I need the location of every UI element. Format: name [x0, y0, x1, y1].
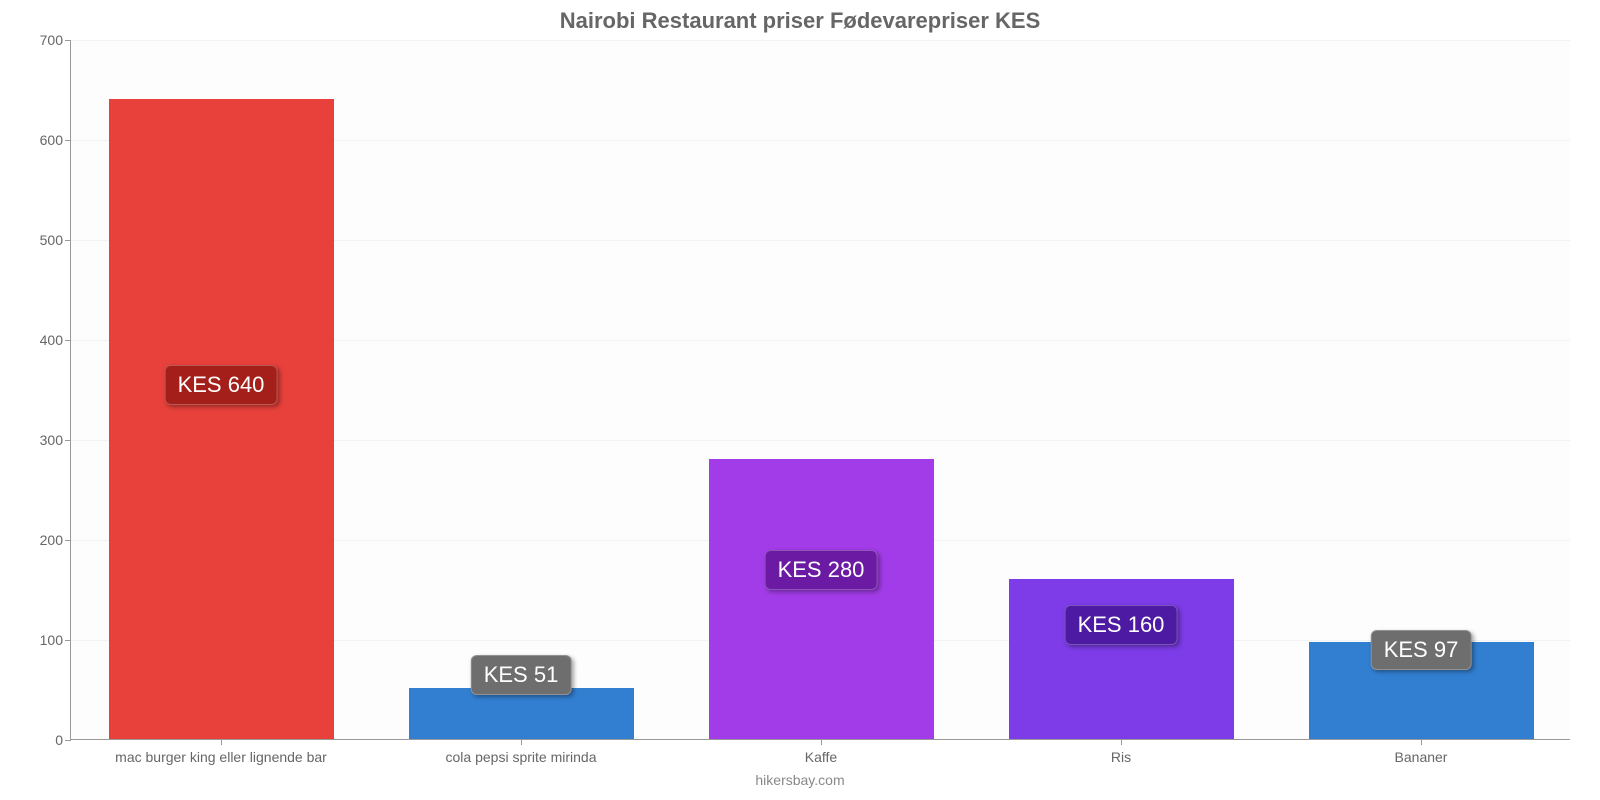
y-tick-label: 600	[40, 132, 63, 148]
bar	[409, 688, 634, 739]
y-tick-label: 100	[40, 632, 63, 648]
bar	[109, 99, 334, 739]
value-badge: KES 160	[1065, 605, 1178, 645]
chart-title: Nairobi Restaurant priser Fødevarepriser…	[0, 8, 1600, 34]
bar	[1009, 579, 1234, 739]
y-tick-mark	[65, 240, 71, 241]
value-badge: KES 280	[765, 550, 878, 590]
y-tick-label: 200	[40, 532, 63, 548]
plot-area: 0100200300400500600700KES 640mac burger …	[70, 40, 1570, 740]
value-badge: KES 51	[471, 655, 572, 695]
y-tick-label: 400	[40, 332, 63, 348]
x-tick-mark	[221, 739, 222, 745]
y-tick-label: 0	[55, 732, 63, 748]
x-tick-mark	[521, 739, 522, 745]
y-tick-mark	[65, 140, 71, 141]
value-badge: KES 640	[165, 365, 278, 405]
x-tick-label: Ris	[1111, 749, 1131, 765]
y-tick-mark	[65, 740, 71, 741]
x-tick-mark	[1421, 739, 1422, 745]
x-tick-label: mac burger king eller lignende bar	[115, 749, 327, 765]
y-tick-mark	[65, 640, 71, 641]
x-tick-label: cola pepsi sprite mirinda	[446, 749, 597, 765]
y-tick-mark	[65, 340, 71, 341]
gridline	[71, 40, 1570, 41]
y-tick-label: 300	[40, 432, 63, 448]
chart-footer: hikersbay.com	[0, 772, 1600, 788]
value-badge: KES 97	[1371, 630, 1472, 670]
y-tick-label: 500	[40, 232, 63, 248]
x-tick-label: Bananer	[1395, 749, 1448, 765]
bar	[709, 459, 934, 739]
y-tick-label: 700	[40, 32, 63, 48]
y-tick-mark	[65, 440, 71, 441]
x-tick-mark	[1121, 739, 1122, 745]
price-chart: Nairobi Restaurant priser Fødevarepriser…	[0, 0, 1600, 800]
y-tick-mark	[65, 40, 71, 41]
x-tick-mark	[821, 739, 822, 745]
x-tick-label: Kaffe	[805, 749, 837, 765]
y-tick-mark	[65, 540, 71, 541]
